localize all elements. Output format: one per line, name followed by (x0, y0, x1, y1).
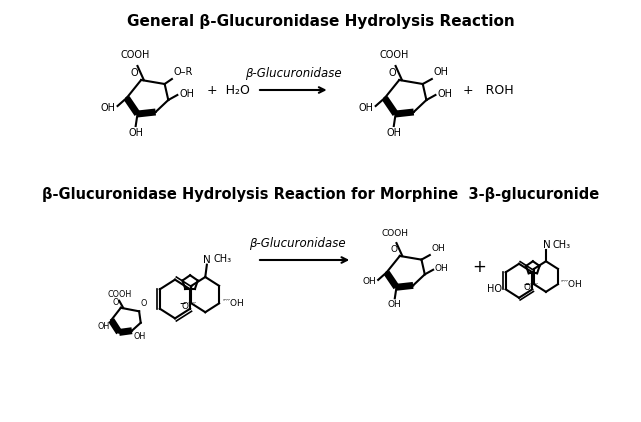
Text: N: N (543, 240, 551, 250)
Text: +   ROH: + ROH (463, 84, 513, 97)
Text: O: O (113, 298, 119, 307)
Text: COOH: COOH (107, 290, 131, 299)
Text: OH: OH (437, 89, 453, 99)
Text: HO: HO (487, 284, 502, 294)
Text: O: O (390, 245, 397, 254)
Text: O: O (389, 68, 397, 78)
Text: OH: OH (128, 128, 143, 138)
Text: OH: OH (431, 244, 445, 253)
Text: COOH: COOH (121, 50, 151, 60)
Text: –: – (524, 278, 530, 291)
Text: ′′′′OH: ′′′′OH (561, 280, 583, 289)
Text: CH₃: CH₃ (213, 254, 231, 265)
Text: ′′′′OH: ′′′′OH (223, 299, 245, 308)
Text: COOH: COOH (379, 50, 408, 60)
Text: OH: OH (434, 67, 449, 77)
Text: General β-Glucuronidase Hydrolysis Reaction: General β-Glucuronidase Hydrolysis React… (126, 14, 514, 29)
Text: OH: OH (435, 264, 449, 273)
Text: OH: OH (388, 300, 402, 309)
Text: OH: OH (133, 333, 146, 341)
Text: β-Glucuronidase Hydrolysis Reaction for Morphine  3-β-glucuronide: β-Glucuronidase Hydrolysis Reaction for … (42, 187, 599, 202)
Text: β-Glucuronidase: β-Glucuronidase (245, 67, 342, 80)
Text: OH: OH (179, 89, 194, 99)
Text: –: – (180, 297, 186, 310)
Text: OH: OH (387, 128, 401, 138)
Text: O: O (141, 299, 147, 308)
Text: O–R: O–R (174, 67, 193, 77)
Text: +  H₂O: + H₂O (206, 84, 249, 97)
Text: OH: OH (363, 277, 376, 286)
Text: O: O (131, 68, 138, 78)
Text: OH: OH (359, 103, 374, 113)
Text: O′′′′: O′′′′ (182, 302, 197, 311)
Text: β-Glucuronidase: β-Glucuronidase (249, 237, 346, 250)
Text: O′′′′: O′′′′ (524, 283, 539, 292)
Text: COOH: COOH (381, 229, 408, 238)
Text: N: N (203, 255, 211, 265)
Text: CH₃: CH₃ (553, 240, 571, 250)
Text: OH: OH (97, 322, 110, 331)
Text: OH: OH (101, 103, 116, 113)
Text: +: + (472, 258, 486, 276)
